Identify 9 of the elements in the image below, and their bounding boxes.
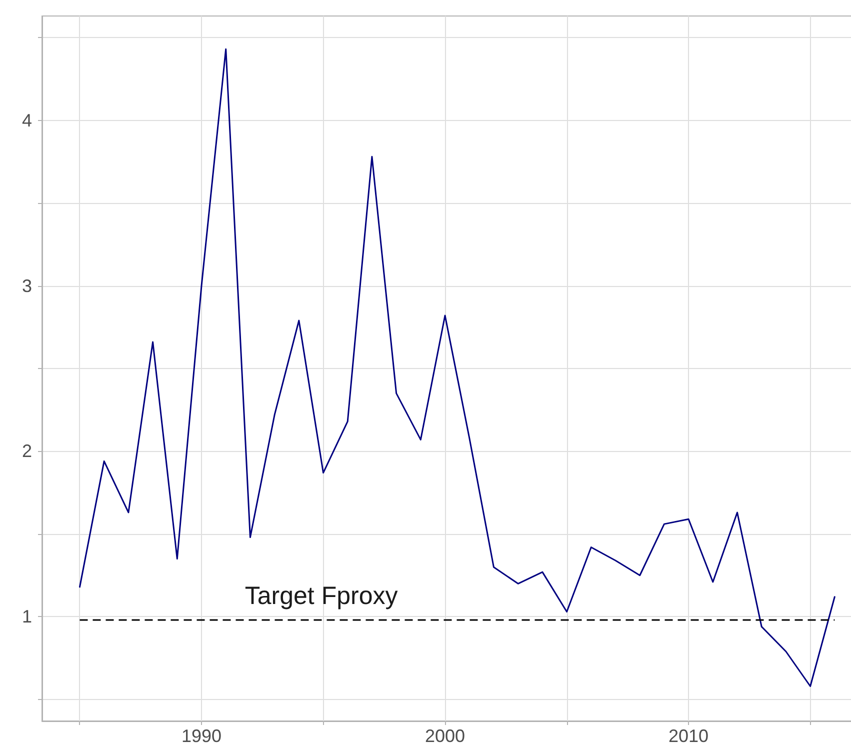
x-tick-label: 1990 xyxy=(181,726,222,746)
x-tick-label: 2010 xyxy=(668,726,709,746)
ref-line-label: Target Fproxy xyxy=(244,582,398,610)
y-tick-label: 2 xyxy=(22,441,32,462)
line-series xyxy=(78,48,836,687)
x-tick-label: 2000 xyxy=(424,726,466,746)
y-tick-label: 4 xyxy=(22,110,32,130)
y-tick-label: 1 xyxy=(22,606,32,627)
y-tick-label: 3 xyxy=(22,276,32,296)
